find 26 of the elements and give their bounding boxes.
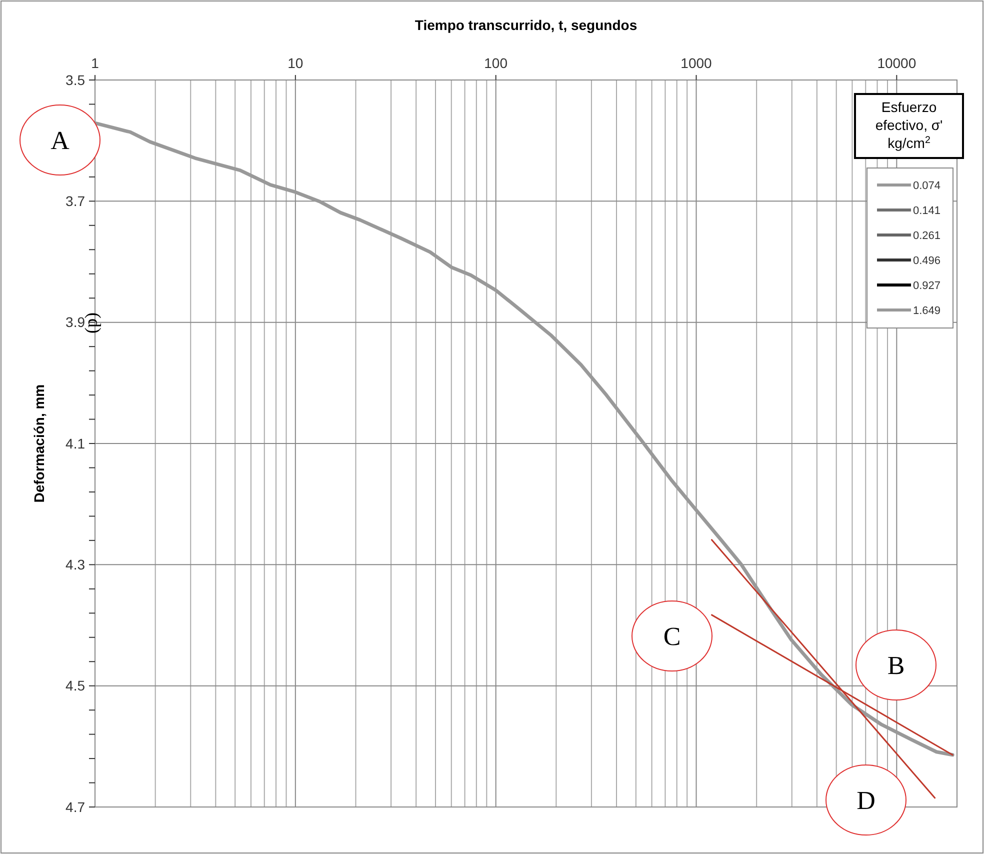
y-axis-title: Deformación, mm	[31, 384, 47, 503]
annotation: D	[856, 786, 876, 816]
y-tick-label: 4.5	[66, 678, 86, 694]
legend-label: 0.074	[913, 180, 941, 192]
x-tick-label: 100	[484, 55, 508, 71]
x-axis-title: Tiempo transcurrido, t, segundos	[414, 17, 638, 33]
y-tick-label: 3.7	[66, 193, 86, 210]
legend-title: Esfuerzo efectivo, σ' kg/cm$^{2}$	[875, 99, 943, 151]
x-tick-label: 10000	[877, 55, 916, 71]
x-tick-label: 10	[288, 55, 304, 71]
y-tick-label: 3.9	[66, 314, 86, 330]
x-tick-label: 1000	[680, 55, 712, 71]
legend-label: 1.649	[913, 304, 941, 317]
legend-label: 0.261	[913, 230, 941, 242]
y-tick-label: 3.5	[66, 72, 86, 88]
y-tick-label: 4.3	[66, 556, 86, 573]
annotation: B	[887, 651, 905, 680]
text: A	[50, 126, 70, 156]
legend-label: 0.927	[913, 280, 941, 292]
annotation: (d)	[84, 312, 105, 334]
x-tick-label: 1	[91, 55, 100, 71]
y-tick-label: 4.1	[66, 435, 86, 452]
legend-label: 0.141	[913, 204, 941, 217]
annotation: C	[663, 622, 681, 652]
legend-label: 0.496	[913, 254, 941, 267]
y-tick-label: 4.7	[66, 798, 86, 815]
